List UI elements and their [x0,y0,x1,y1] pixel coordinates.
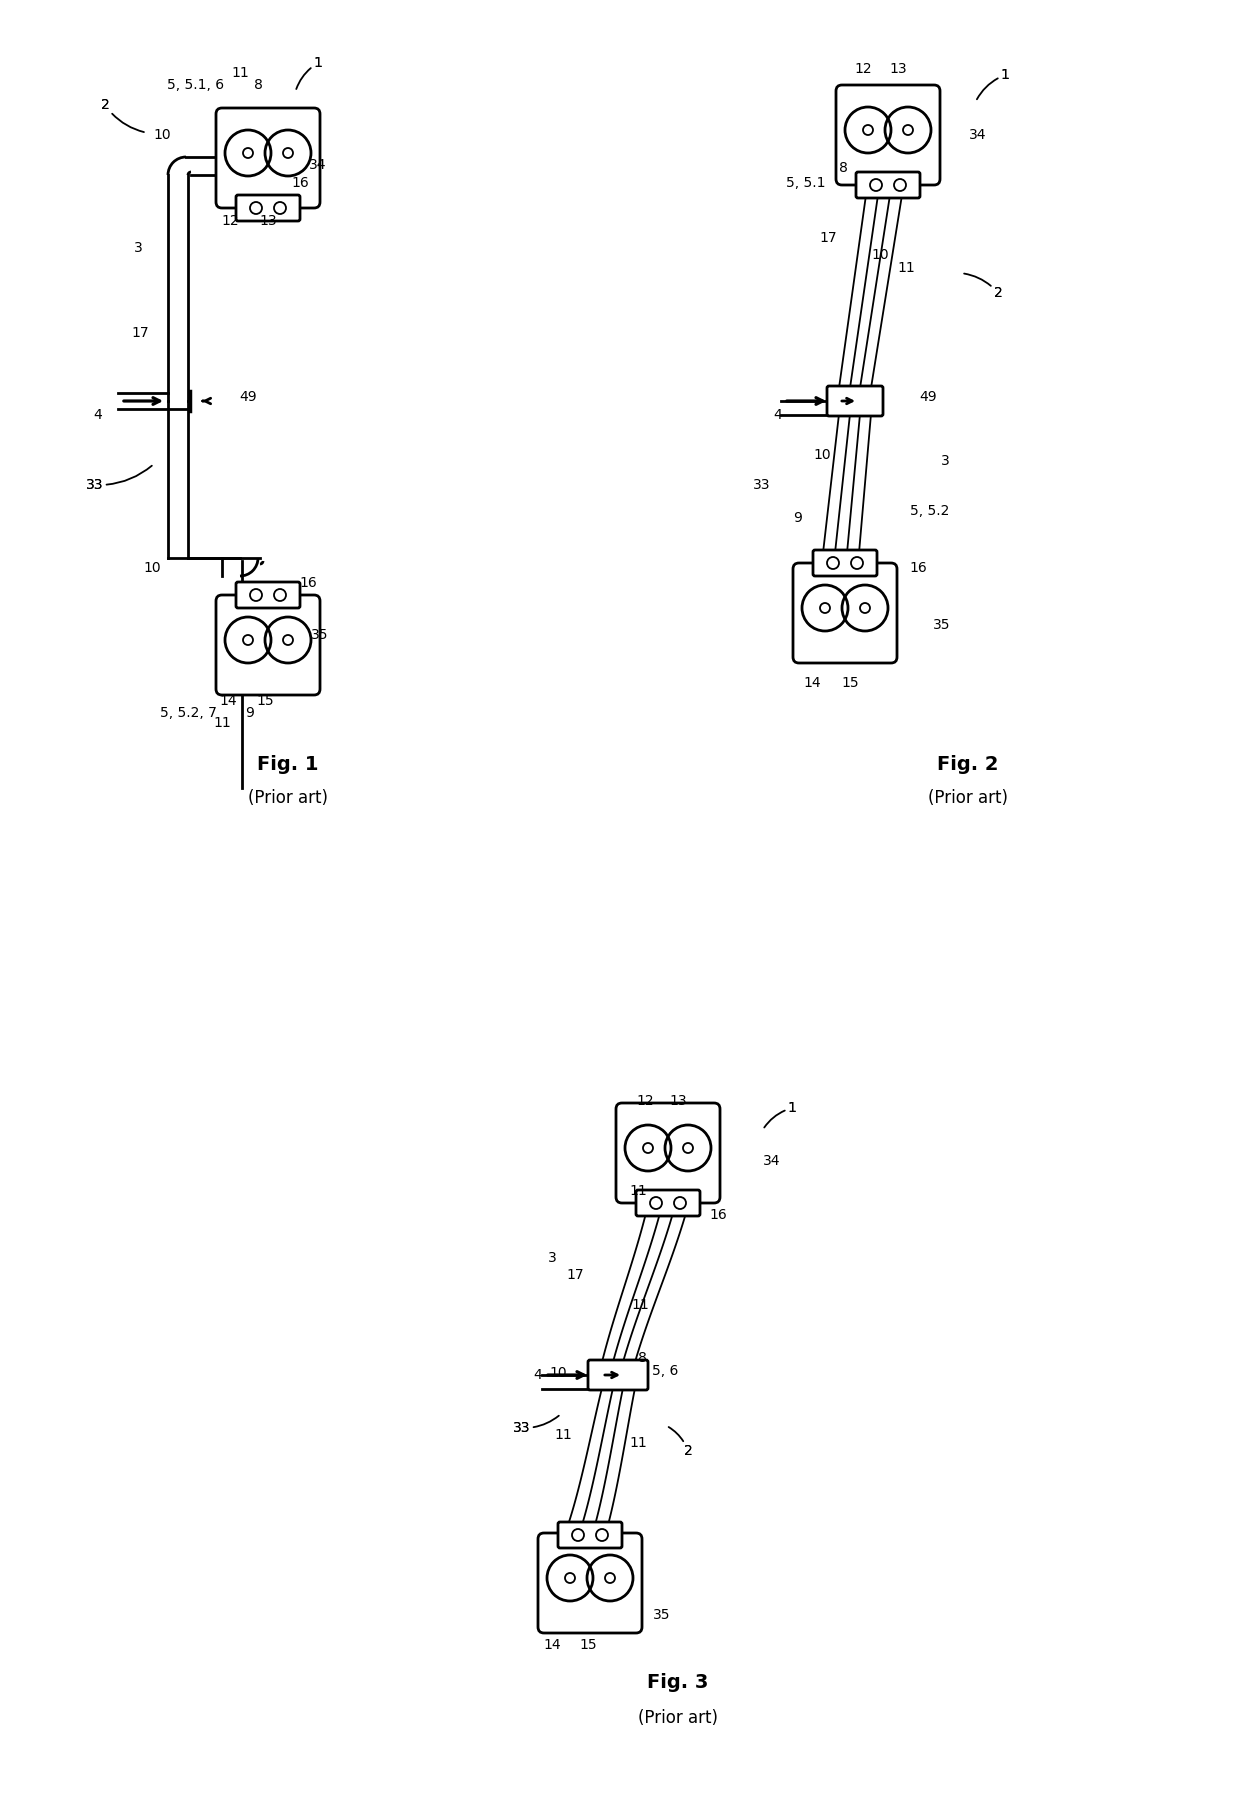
Text: 11: 11 [629,1183,647,1198]
Text: 16: 16 [909,561,926,576]
Text: 2: 2 [965,274,1002,299]
Text: 5, 5.1: 5, 5.1 [786,176,826,190]
Text: 14: 14 [219,694,237,708]
Text: 3: 3 [941,454,950,468]
Text: 2: 2 [100,99,109,111]
Text: 15: 15 [257,694,274,708]
Text: 12: 12 [854,63,872,75]
Text: Fig. 3: Fig. 3 [647,1673,709,1693]
FancyBboxPatch shape [636,1191,701,1216]
Text: 2: 2 [993,287,1002,299]
Text: 16: 16 [291,176,309,190]
Text: 8: 8 [637,1350,646,1364]
Text: 33: 33 [513,1422,531,1434]
FancyBboxPatch shape [538,1533,642,1633]
Text: 35: 35 [653,1608,671,1623]
Text: 4: 4 [94,409,103,421]
FancyBboxPatch shape [236,195,300,221]
Text: 15: 15 [579,1639,596,1651]
Text: Fig. 2: Fig. 2 [937,755,998,775]
Text: 13: 13 [670,1094,687,1108]
FancyBboxPatch shape [236,583,300,608]
Text: 2: 2 [100,99,144,133]
Text: (Prior art): (Prior art) [248,789,329,807]
Text: 49: 49 [919,391,936,403]
Text: 11: 11 [213,715,231,730]
Text: 1: 1 [314,56,322,70]
Text: 34: 34 [764,1155,781,1167]
Text: 11: 11 [629,1436,647,1451]
Text: 35: 35 [311,628,329,642]
Text: 12: 12 [636,1094,653,1108]
Text: 15: 15 [841,676,859,690]
Text: 17: 17 [131,326,149,341]
Text: (Prior art): (Prior art) [639,1709,718,1727]
Text: 2: 2 [668,1427,692,1458]
Text: 14: 14 [543,1639,560,1651]
Text: 11: 11 [554,1427,572,1442]
Text: 17: 17 [567,1268,584,1282]
FancyBboxPatch shape [216,595,320,696]
Text: 5, 5.2: 5, 5.2 [910,504,950,518]
Text: 1: 1 [1001,68,1009,82]
Text: 8: 8 [253,79,263,91]
Text: 10: 10 [549,1366,567,1381]
Text: 10: 10 [813,448,831,463]
Text: 49: 49 [239,391,257,403]
Text: 5, 5.2, 7: 5, 5.2, 7 [160,706,217,721]
FancyBboxPatch shape [827,385,883,416]
Text: 11: 11 [897,262,915,274]
Text: 11: 11 [231,66,249,81]
Text: 33: 33 [753,479,771,491]
Text: 16: 16 [709,1208,727,1223]
Text: 33: 33 [87,479,104,491]
FancyBboxPatch shape [216,108,320,208]
Text: 1: 1 [296,56,322,90]
Text: Fig. 1: Fig. 1 [257,755,319,775]
Text: 9: 9 [246,706,254,721]
FancyBboxPatch shape [616,1103,720,1203]
Text: 10: 10 [872,247,889,262]
Text: 1: 1 [787,1101,796,1115]
Text: (Prior art): (Prior art) [928,789,1008,807]
Text: 34: 34 [309,158,327,172]
Text: 17: 17 [820,231,837,246]
Text: 9: 9 [794,511,802,525]
Text: 1: 1 [764,1101,796,1128]
Text: 8: 8 [838,161,847,176]
Text: 10: 10 [154,127,171,142]
Text: 10: 10 [143,561,161,576]
Text: 33: 33 [513,1416,559,1434]
Text: 2: 2 [683,1443,692,1458]
Text: 5, 5.1, 6: 5, 5.1, 6 [167,79,224,91]
Text: 13: 13 [259,213,277,228]
Text: 14: 14 [804,676,821,690]
FancyBboxPatch shape [794,563,897,663]
FancyBboxPatch shape [558,1522,622,1547]
Text: 4: 4 [533,1368,542,1382]
Text: 35: 35 [934,619,951,631]
Text: 34: 34 [970,127,987,142]
FancyBboxPatch shape [856,172,920,197]
Text: 16: 16 [299,576,317,590]
Text: 33: 33 [87,466,151,491]
Text: 12: 12 [221,213,239,228]
FancyBboxPatch shape [588,1361,649,1390]
FancyBboxPatch shape [836,84,940,185]
Text: 1: 1 [977,68,1009,99]
Text: 3: 3 [548,1252,557,1266]
Text: 11: 11 [631,1298,649,1312]
Text: 4: 4 [774,409,782,421]
FancyBboxPatch shape [813,550,877,576]
Text: 13: 13 [889,63,906,75]
Text: 5, 6: 5, 6 [652,1364,678,1379]
Text: 3: 3 [134,240,143,255]
